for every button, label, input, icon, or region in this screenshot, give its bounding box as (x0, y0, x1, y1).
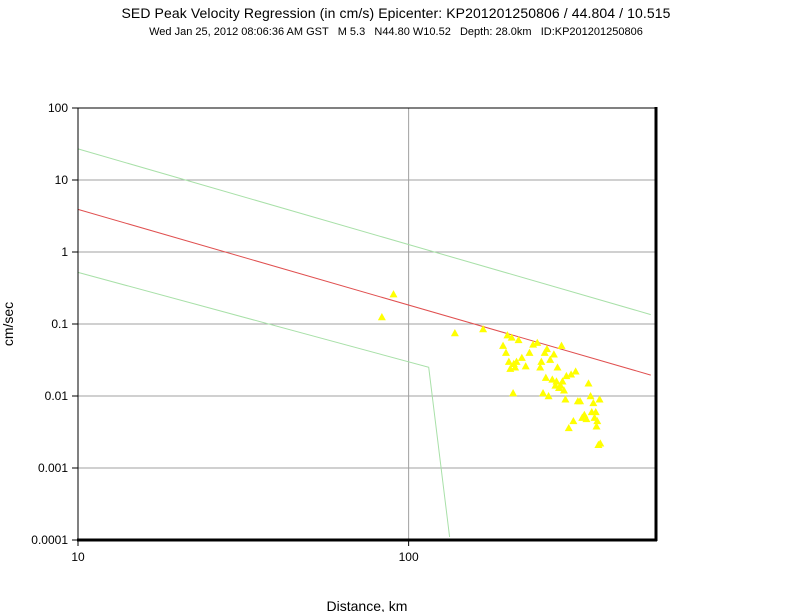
station-point (561, 395, 570, 403)
label-layer: 0.0001 0.001 0.01 0.1 1 10 100 10 100 (31, 101, 419, 564)
lower-bound-line (77, 271, 451, 538)
station-point (556, 381, 565, 389)
x-tick-label: 100 (399, 550, 419, 564)
event-date: Wed Jan 25, 2012 08:06:36 AM GST (149, 26, 329, 38)
station-point (592, 422, 601, 430)
station-point (584, 379, 593, 387)
station-point (548, 375, 557, 383)
station-point (546, 355, 555, 363)
event-depth: Depth: 28.0km (459, 26, 532, 38)
station-point (503, 331, 512, 339)
station-point (591, 407, 600, 416)
station-point (479, 325, 488, 333)
station-point (377, 313, 386, 321)
curve-layer (77, 148, 651, 538)
event-magnitude: M 5.3 (337, 26, 366, 38)
station-point (504, 357, 513, 365)
event-coords: N44.80 W10.52 (374, 26, 451, 38)
y-tick-label: 100 (48, 101, 68, 115)
y-tick-label: 0.1 (51, 317, 68, 331)
station-point (536, 363, 545, 371)
y-tick-label: 0.01 (45, 389, 69, 403)
y-axis-label: cm/sec (0, 302, 16, 346)
chart-subtitle: Wed Jan 25, 2012 08:06:36 AM GST M 5.3 N… (0, 26, 792, 38)
station-point (552, 377, 561, 385)
y-tick-label: 1 (61, 245, 68, 259)
station-point (557, 341, 566, 349)
station-point (571, 367, 580, 375)
station-point (553, 363, 562, 371)
station-point (582, 414, 591, 423)
station-point (567, 370, 576, 378)
point-layer (377, 290, 605, 449)
station-point (512, 357, 521, 365)
upper-bound-line (77, 148, 651, 316)
event-id: ID:KP201201250806 (540, 26, 643, 38)
station-point (514, 335, 523, 344)
station-point (564, 423, 573, 432)
station-point (596, 439, 605, 447)
station-point (593, 416, 602, 425)
station-point (544, 392, 553, 400)
station-point (509, 389, 518, 397)
y-tick-label: 10 (55, 173, 69, 187)
y-tick-label: 0.001 (38, 461, 68, 475)
station-point (559, 386, 568, 394)
station-point (450, 328, 459, 337)
station-point (539, 389, 548, 397)
station-point (558, 377, 567, 385)
regression-line (77, 208, 651, 376)
station-point (533, 338, 542, 346)
chart-title: SED Peak Velocity Regression (in cm/s) E… (0, 5, 792, 21)
station-point (540, 348, 549, 356)
y-tick-label: 0.0001 (31, 533, 68, 547)
grid-layer (72, 107, 656, 546)
station-point (549, 350, 558, 358)
station-point (542, 344, 551, 353)
station-point (507, 333, 516, 341)
station-point (525, 348, 534, 356)
station-point (569, 416, 578, 425)
chart-title-text: SED Peak Velocity Regression (in cm/s) E… (121, 5, 671, 21)
station-point (589, 398, 598, 407)
station-point (541, 373, 550, 381)
station-point (501, 348, 510, 356)
station-point (586, 392, 595, 400)
station-point (499, 341, 508, 349)
station-point (511, 363, 520, 371)
station-point (517, 353, 526, 361)
station-point (389, 290, 398, 298)
station-point (537, 357, 546, 365)
station-point (595, 395, 604, 403)
station-point (576, 397, 585, 405)
station-point (521, 362, 530, 370)
x-axis-label: Distance, km (327, 598, 408, 612)
x-tick-label: 10 (71, 550, 85, 564)
